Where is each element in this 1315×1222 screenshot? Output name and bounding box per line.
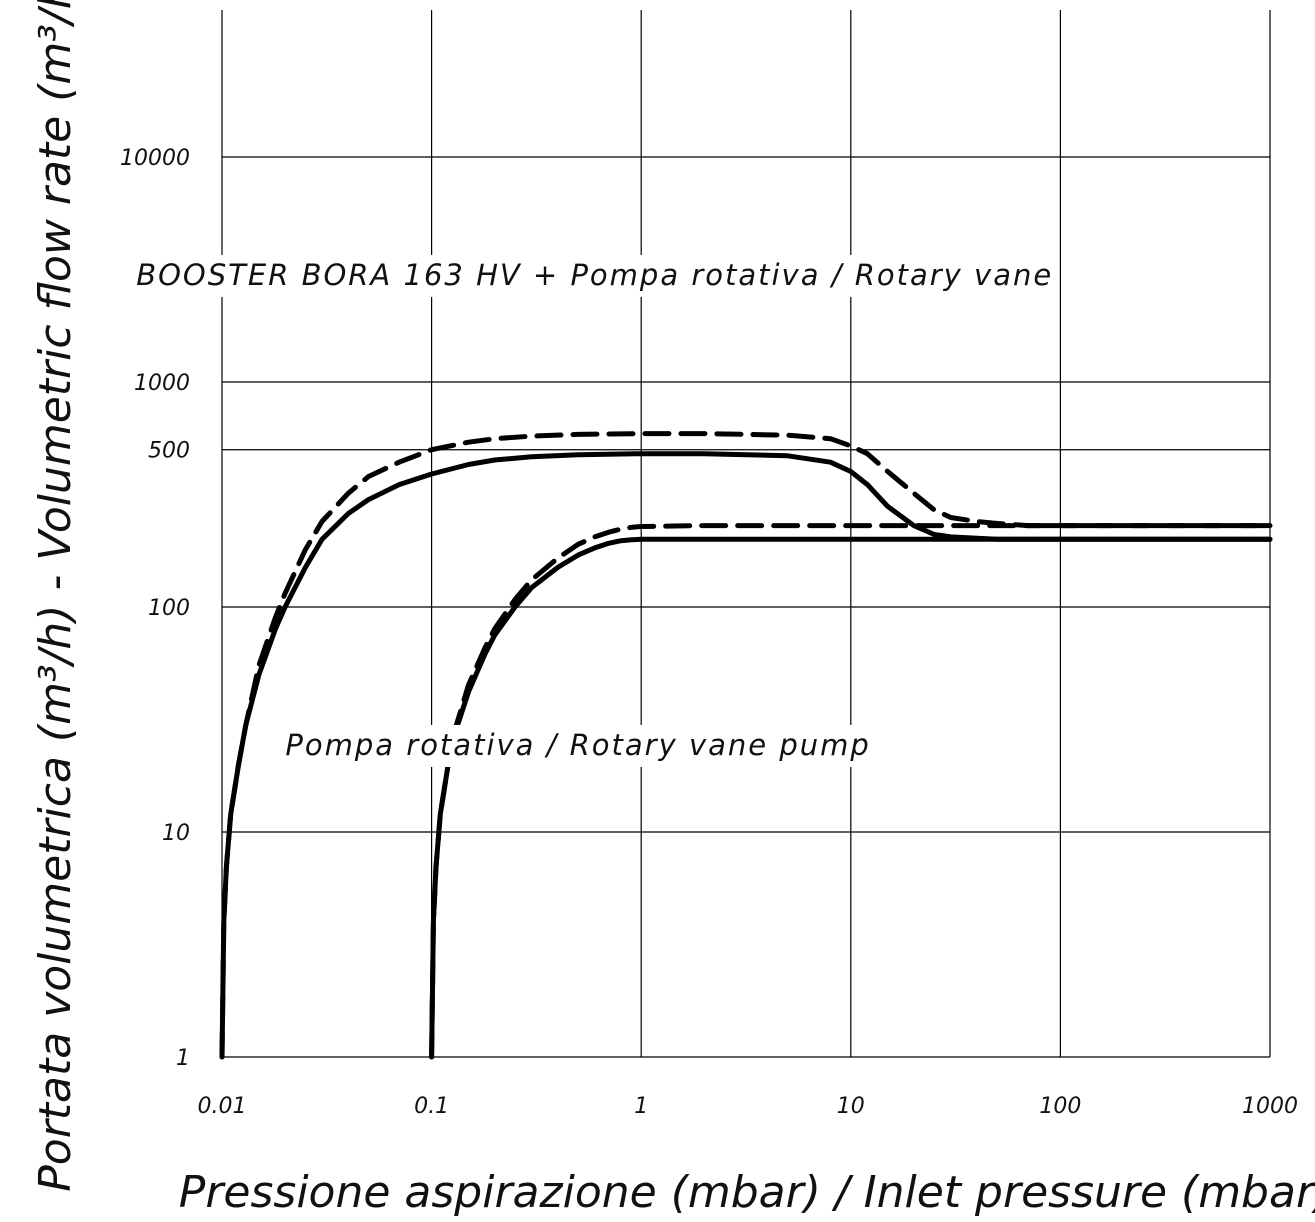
y-tick-label: 500: [148, 439, 190, 464]
dashed-series-line: [219, 431, 1273, 1060]
x-tick-label: 1: [634, 1094, 648, 1119]
x-tick-label: 0.01: [198, 1094, 247, 1119]
dashed-series-line: [429, 523, 1273, 1060]
y-tick-label: 1: [176, 1046, 190, 1071]
x-tick-label: 0.1: [414, 1094, 449, 1119]
y-tick-label: 1000: [134, 371, 190, 396]
y-tick-label: 10000: [120, 146, 190, 171]
annotation-background: [295, 724, 861, 767]
annotation-label: Pompa rotativa / Rotary vane pump: [285, 728, 870, 762]
annotations: BOOSTER BORA 163 HV + Pompa rotativa / R…: [136, 254, 1053, 767]
y-tick-label: 100: [148, 596, 190, 621]
tick-labels: 0.01 0.1 1 10 100 1000 1 10 100 500 1000 10000: [120, 146, 1298, 1119]
x-tick-label: 100: [1039, 1094, 1081, 1119]
annotation-label: BOOSTER BORA 163 HV + Pompa rotativa / R…: [136, 258, 1053, 292]
x-tick-label: 1000: [1242, 1094, 1298, 1119]
y-tick-label: 10: [162, 821, 190, 846]
grid: [221, 10, 1271, 1058]
y-axis-title: Portata volumetrica (m³/h) - Volumetric …: [30, 0, 81, 1192]
x-tick-label: 10: [837, 1094, 865, 1119]
annotation-background: [172, 254, 1018, 297]
curves: [219, 431, 1273, 1060]
x-axis-title: Pressione aspirazione (mbar) / Inlet pre…: [179, 1167, 1315, 1218]
